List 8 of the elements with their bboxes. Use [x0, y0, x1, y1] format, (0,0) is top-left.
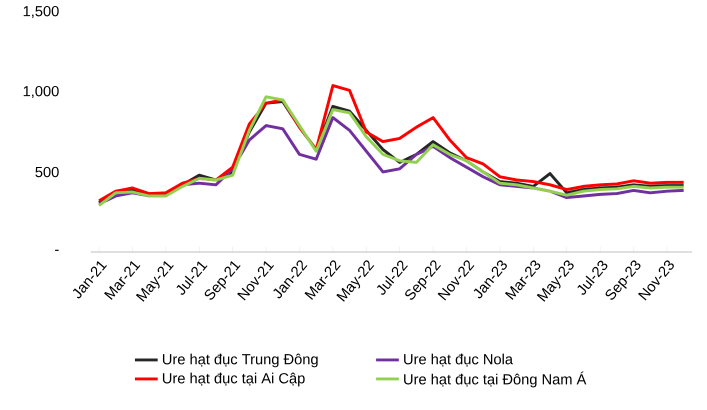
- legend-label: Ure hạt đục Nola: [404, 354, 514, 366]
- y-tick-label: 1,000: [24, 86, 59, 98]
- legend-label: Ure hạt đục tại Đông Nam Á: [404, 372, 586, 388]
- y-tick-label: 500: [35, 166, 59, 178]
- legend-label: Ure hạt đục tại Ai Cập: [162, 372, 305, 386]
- y-tick-label: -: [55, 250, 59, 251]
- legend-label: Ure hạt đục Trung Đông: [162, 354, 318, 368]
- y-tick-label: 1,500: [24, 6, 59, 18]
